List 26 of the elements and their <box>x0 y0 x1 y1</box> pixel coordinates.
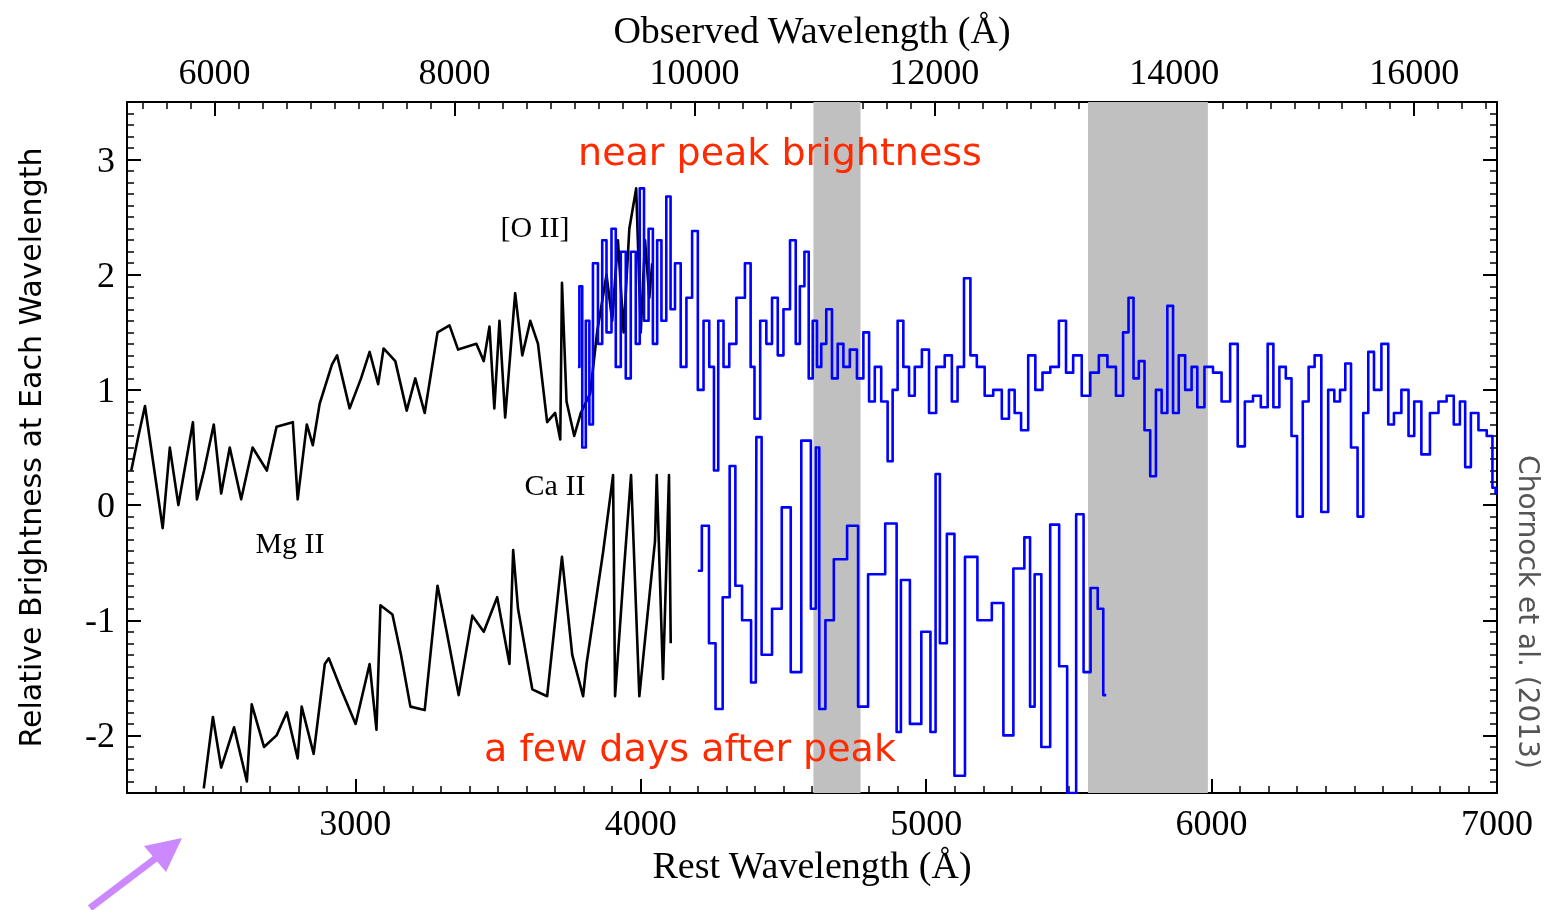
x2-tick-label: 14000 <box>1129 52 1220 92</box>
annotation: near peak brightness <box>578 130 982 174</box>
x-tick-label: 4000 <box>604 803 677 843</box>
y-tick-label: 0 <box>97 485 115 526</box>
x-tick-label: 6000 <box>1175 803 1248 843</box>
annotation: Mg II <box>255 525 325 559</box>
x2-tick-label: 6000 <box>178 52 251 92</box>
annotation: a few days after peak <box>484 726 896 770</box>
x2-tick-label: 16000 <box>1369 52 1460 92</box>
x2-axis-title: Observed Wavelength (Å) <box>613 9 1011 53</box>
annotation: [O II] <box>500 209 570 243</box>
x-tick-label: 5000 <box>890 803 963 843</box>
text: Chornock et al. (2013) <box>1511 455 1545 769</box>
y-axis-title: Relative Brightness at Each Wavelength <box>12 147 48 748</box>
annotation: Ca II <box>524 467 586 501</box>
x-axis-title: Rest Wavelength (Å) <box>652 843 972 887</box>
x-tick-label: 3000 <box>319 803 392 843</box>
x2-tick-label: 10000 <box>649 52 740 92</box>
y-tick-label: 2 <box>97 254 115 295</box>
x-tick-label: 7000 <box>1461 803 1533 843</box>
y-tick-label: -2 <box>85 715 115 756</box>
y-tick-label: 3 <box>97 139 115 180</box>
x2-tick-label: 8000 <box>418 52 491 92</box>
y-tick-label: 1 <box>97 369 115 410</box>
x2-tick-label: 12000 <box>889 52 980 92</box>
y-tick-label: -1 <box>85 600 115 641</box>
